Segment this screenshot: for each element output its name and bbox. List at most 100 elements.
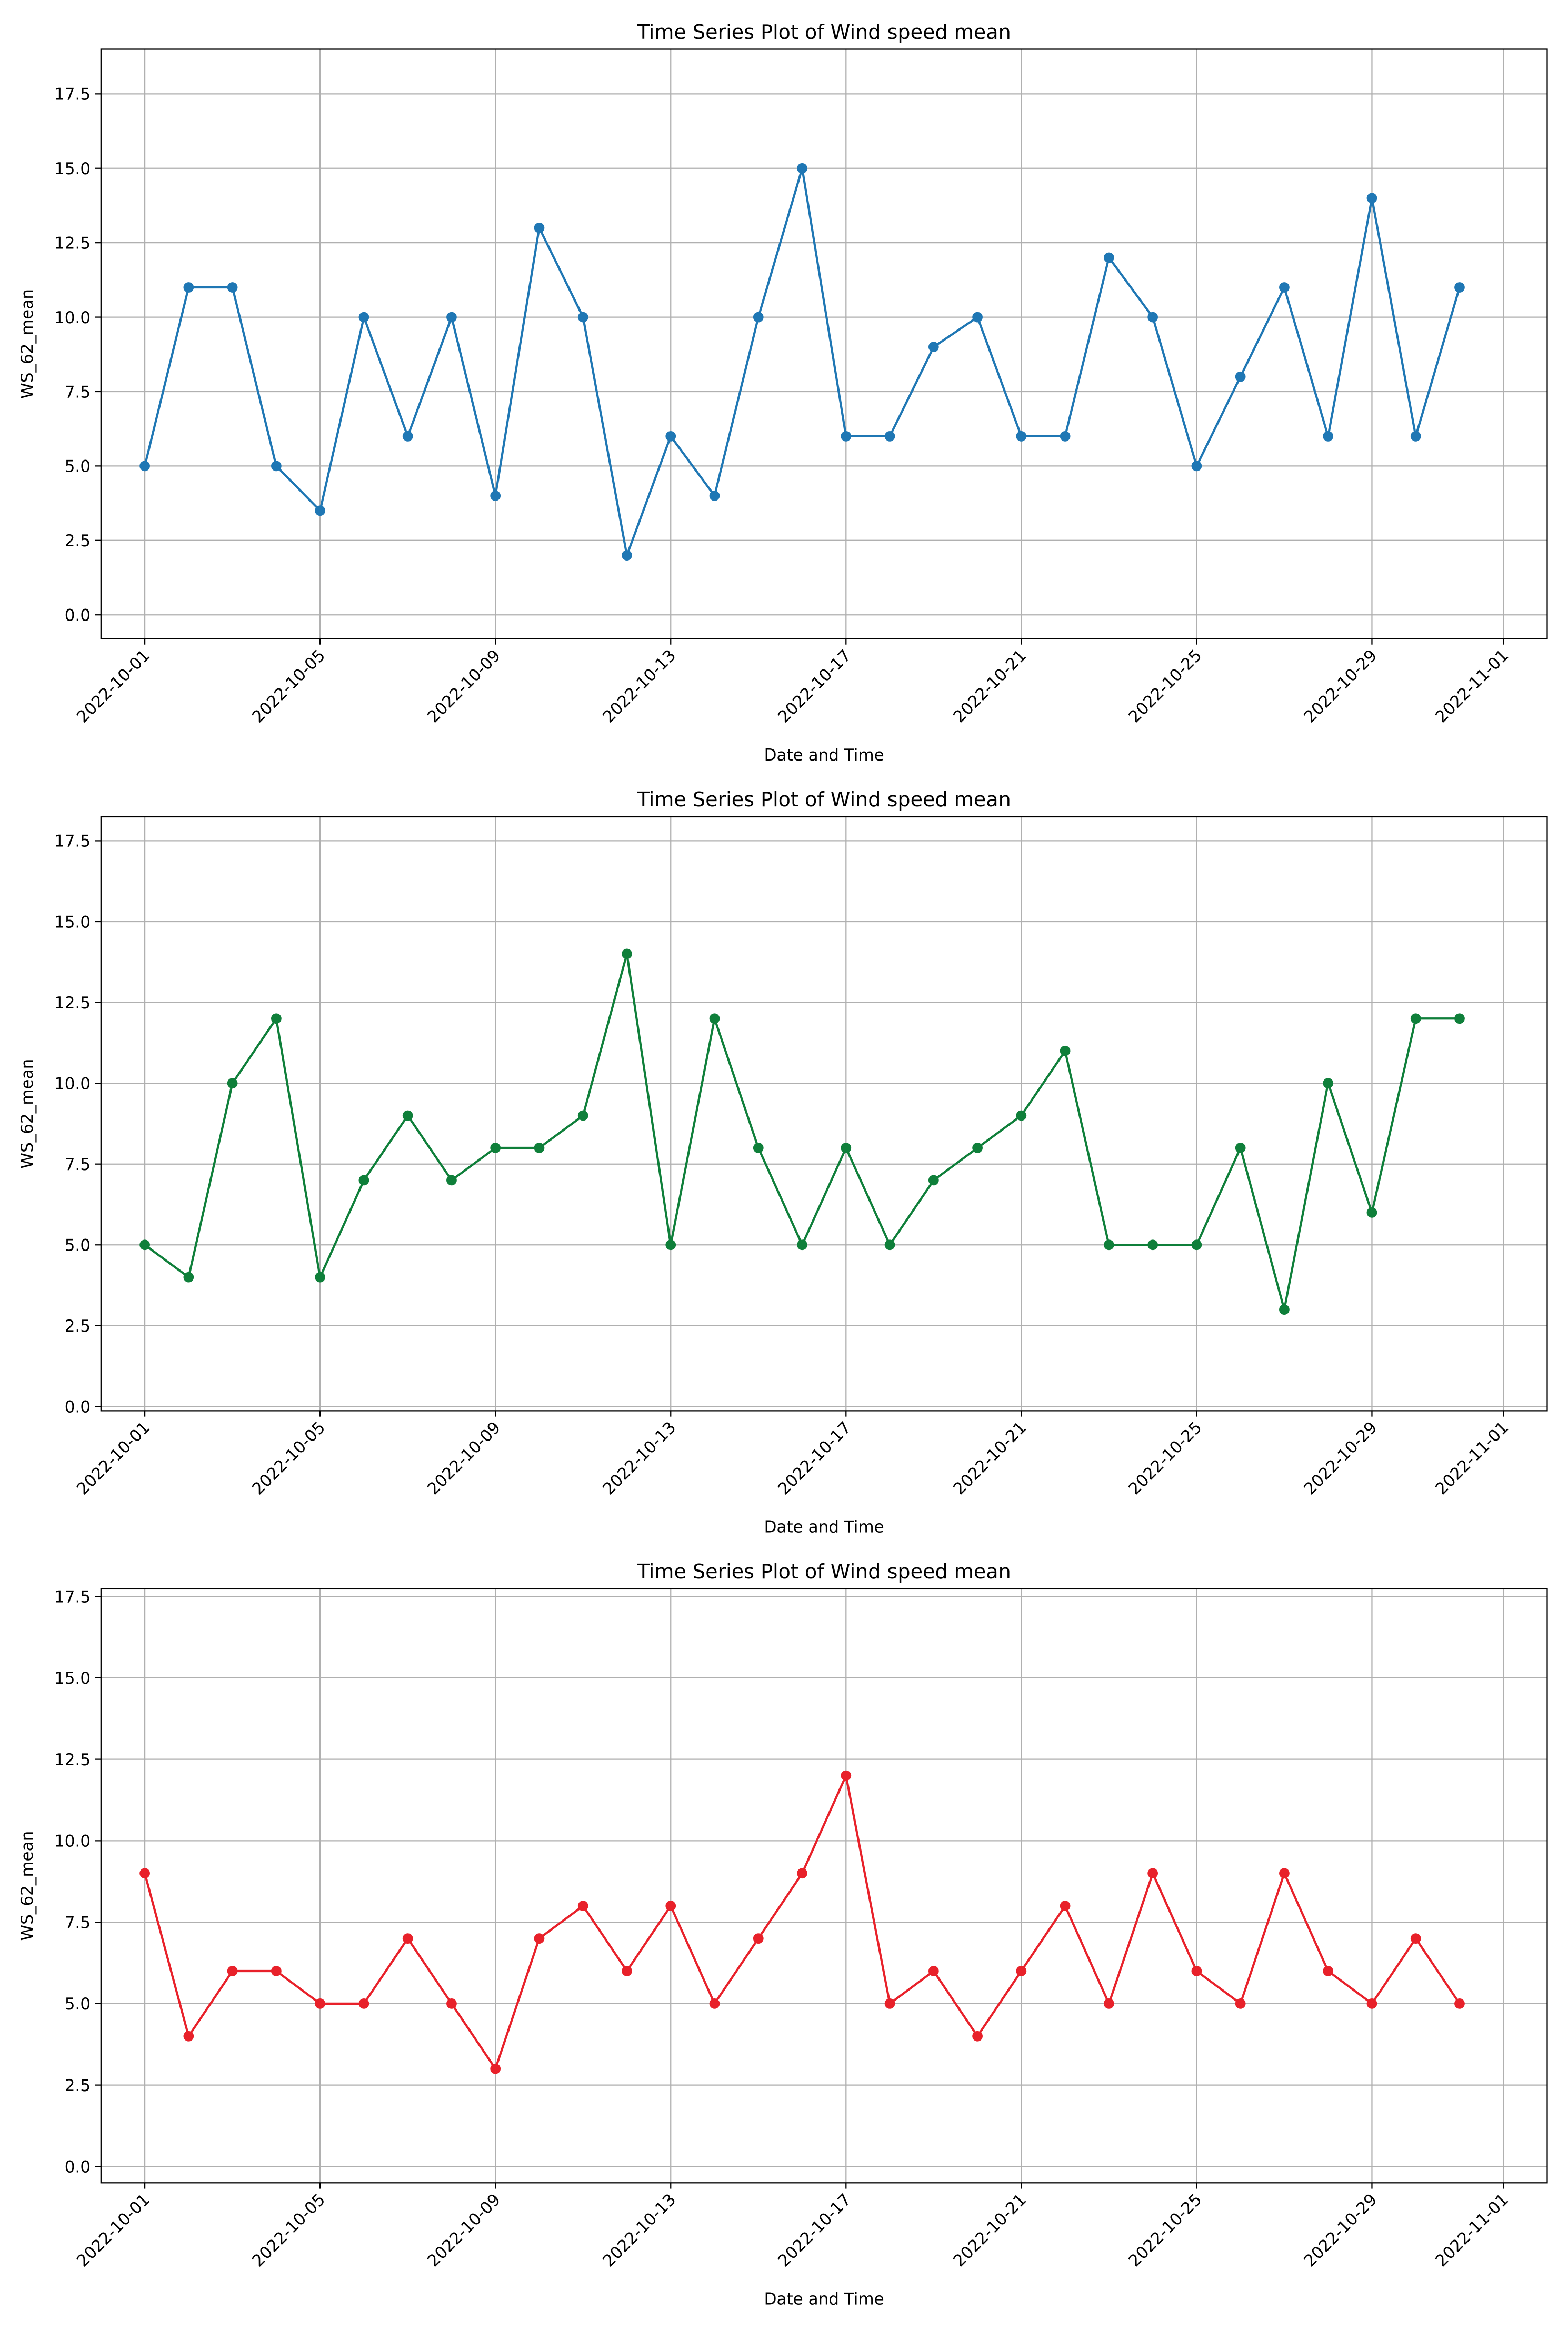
data-line xyxy=(144,168,1461,560)
data-point xyxy=(665,431,676,442)
axes-frame xyxy=(100,48,1548,639)
data-point xyxy=(402,431,413,442)
y-tick-label: 7.5 xyxy=(65,383,91,402)
data-point xyxy=(1060,431,1071,442)
data-point xyxy=(534,1933,545,1944)
data-point xyxy=(358,1175,369,1186)
x-tick-label: 2022-10-21 xyxy=(950,646,1030,727)
x-axis-label: Date and Time xyxy=(764,746,884,765)
data-point xyxy=(1060,1045,1071,1056)
data-point xyxy=(183,1272,194,1283)
data-point xyxy=(797,1239,807,1251)
x-tick-label: 2022-10-13 xyxy=(599,646,680,727)
data-point xyxy=(665,1239,676,1251)
data-point xyxy=(1323,1966,1334,1976)
data-point xyxy=(665,1901,676,1912)
data-point xyxy=(1191,1239,1202,1251)
data-point xyxy=(315,1272,326,1283)
y-tick-label: 10.0 xyxy=(54,1074,91,1093)
y-tick-label: 5.0 xyxy=(65,457,91,476)
y-axis-label: WS_62_mean xyxy=(18,289,37,399)
chart-title: Time Series Plot of Wind speed mean xyxy=(637,1560,1011,1583)
data-point xyxy=(1454,1013,1465,1024)
x-tick-label: 2022-10-25 xyxy=(1125,2190,1205,2271)
x-tick-label: 2022-10-13 xyxy=(599,1418,680,1498)
x-tick-label: 2022-11-01 xyxy=(1432,646,1512,727)
data-point xyxy=(622,1966,632,1976)
x-tick-label: 2022-10-17 xyxy=(774,646,855,727)
data-point xyxy=(446,312,457,323)
x-tick-label: 2022-10-21 xyxy=(950,1418,1030,1498)
y-tick-label: 0.0 xyxy=(65,1398,91,1417)
y-tick-label: 17.5 xyxy=(54,85,91,104)
data-line xyxy=(144,953,1460,1310)
data-point xyxy=(1366,1207,1377,1218)
data-point xyxy=(1323,1078,1334,1088)
data-point xyxy=(1016,1966,1027,1976)
x-tick-label: 2022-10-13 xyxy=(599,2190,680,2271)
data-point xyxy=(1279,1304,1290,1315)
data-point xyxy=(1060,1901,1071,1912)
data-point xyxy=(446,1998,457,2009)
y-axis-label: WS_62_mean xyxy=(18,1831,37,1941)
y-tick-label: 10.0 xyxy=(54,1832,91,1851)
x-tick-label: 2022-10-25 xyxy=(1125,646,1205,727)
data-point xyxy=(928,342,939,353)
y-tick-label: 2.5 xyxy=(65,532,91,551)
data-point xyxy=(753,1143,764,1153)
data-point xyxy=(358,1998,369,2009)
x-tick-label: 2022-10-09 xyxy=(424,1418,504,1498)
y-tick-label: 2.5 xyxy=(65,1317,91,1336)
data-point xyxy=(1191,461,1202,472)
data-point xyxy=(139,461,150,472)
y-tick-label: 7.5 xyxy=(65,1155,91,1174)
y-tick-label: 0.0 xyxy=(65,606,91,625)
data-point xyxy=(402,1933,413,1944)
data-point xyxy=(1454,1998,1465,2009)
data-point xyxy=(709,1998,720,2009)
y-tick-label: 12.5 xyxy=(54,994,91,1013)
y-tick-label: 15.0 xyxy=(54,159,91,178)
data-point xyxy=(139,1239,150,1251)
data-point xyxy=(227,1078,238,1088)
data-point xyxy=(1366,193,1377,204)
data-point xyxy=(1454,282,1465,293)
data-point xyxy=(1235,371,1246,382)
data-point xyxy=(183,2031,194,2042)
data-point xyxy=(1104,252,1114,263)
x-tick-label: 2022-11-01 xyxy=(1432,1418,1512,1498)
data-point xyxy=(1016,1110,1027,1121)
data-point xyxy=(1323,431,1334,442)
chart-title: Time Series Plot of Wind speed mean xyxy=(637,788,1011,811)
x-axis-label: Date and Time xyxy=(764,2290,884,2309)
data-point xyxy=(577,1110,588,1121)
data-point xyxy=(841,431,852,442)
data-point xyxy=(577,1901,588,1912)
data-point xyxy=(183,282,194,293)
y-tick-label: 17.5 xyxy=(54,1587,91,1606)
y-tick-label: 5.0 xyxy=(65,1995,91,2014)
data-point xyxy=(1191,1966,1202,1976)
y-tick-label: 12.5 xyxy=(54,1751,91,1769)
data-point xyxy=(315,505,326,516)
x-tick-label: 2022-10-05 xyxy=(248,646,329,727)
x-tick-label: 2022-10-01 xyxy=(73,646,154,727)
data-point xyxy=(490,491,501,501)
y-tick-label: 15.0 xyxy=(54,1669,91,1688)
data-point xyxy=(797,1868,807,1879)
x-tick-label: 2022-10-29 xyxy=(1300,2190,1381,2271)
y-axis-label: WS_62_mean xyxy=(18,1059,37,1169)
data-point xyxy=(928,1966,939,1976)
data-point xyxy=(972,2031,983,2042)
data-point xyxy=(271,1966,282,1976)
data-point xyxy=(1279,282,1290,293)
data-point xyxy=(1366,1998,1377,2009)
y-tick-label: 7.5 xyxy=(65,1913,91,1932)
x-axis-label: Date and Time xyxy=(764,1518,884,1537)
y-tick-label: 5.0 xyxy=(65,1236,91,1255)
x-tick-label: 2022-10-09 xyxy=(424,2190,504,2271)
data-point xyxy=(1235,1998,1246,2009)
data-point xyxy=(1104,1239,1114,1251)
data-point xyxy=(841,1770,852,1781)
